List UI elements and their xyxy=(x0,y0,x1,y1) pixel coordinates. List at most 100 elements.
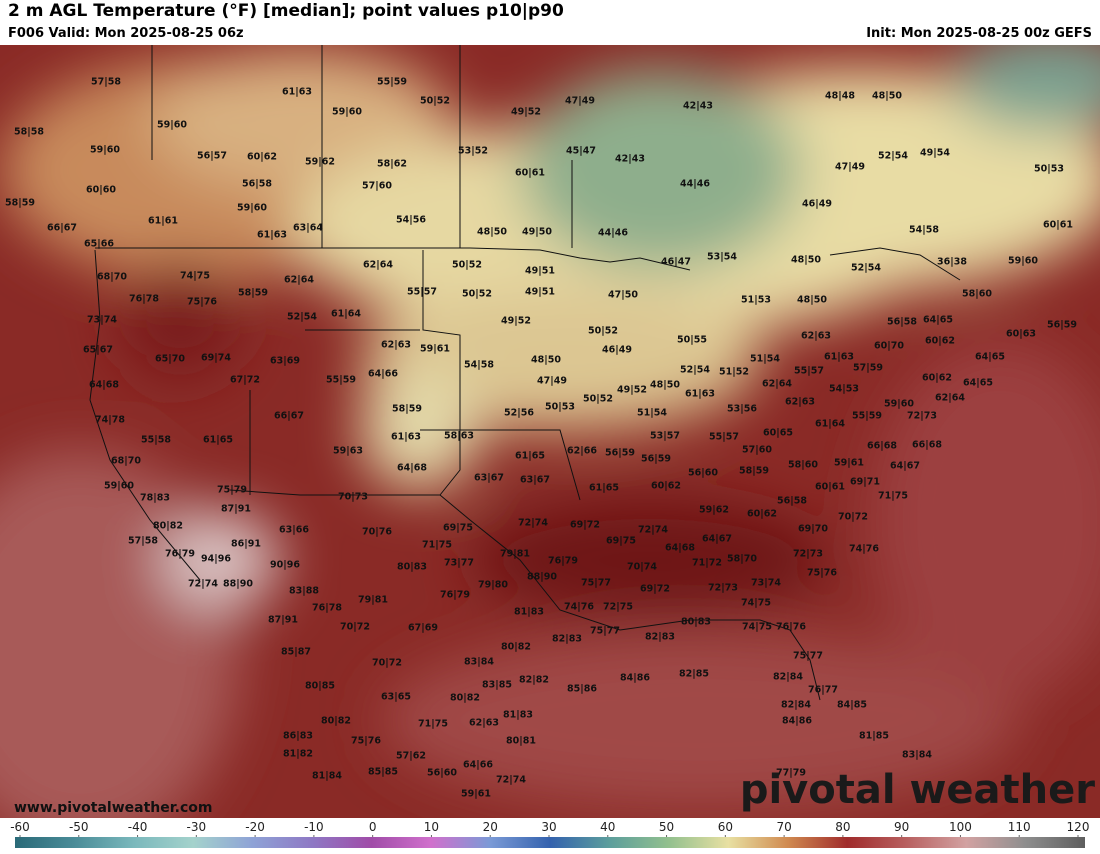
point-value: 62|63 xyxy=(785,397,815,408)
point-value: 54|53 xyxy=(829,384,859,395)
point-value: 46|49 xyxy=(802,199,832,210)
point-value: 61|63 xyxy=(824,352,854,363)
point-value: 64|68 xyxy=(89,380,119,391)
point-value: 64|68 xyxy=(397,463,427,474)
point-value: 58|60 xyxy=(962,289,992,300)
point-value: 64|68 xyxy=(665,543,695,554)
point-value: 55|57 xyxy=(407,287,437,298)
point-value: 81|85 xyxy=(859,731,889,742)
point-value: 84|86 xyxy=(782,716,812,727)
point-value: 75|77 xyxy=(581,578,611,589)
point-value: 62|63 xyxy=(381,340,411,351)
point-value: 60|62 xyxy=(922,373,952,384)
colorbar-tick-label: 100 xyxy=(949,820,972,834)
point-value: 73|77 xyxy=(444,558,474,569)
point-value: 72|75 xyxy=(603,602,633,613)
point-value: 79|80 xyxy=(478,580,508,591)
point-value: 66|67 xyxy=(47,223,77,234)
point-value: 51|52 xyxy=(719,367,749,378)
point-value: 56|59 xyxy=(641,454,671,465)
point-value: 56|59 xyxy=(605,448,635,459)
point-value: 42|43 xyxy=(683,101,713,112)
point-value: 79|81 xyxy=(358,595,388,606)
point-value: 61|63 xyxy=(282,87,312,98)
point-value: 63|67 xyxy=(474,473,504,484)
point-value: 82|84 xyxy=(781,700,811,711)
point-value: 55|57 xyxy=(709,432,739,443)
point-value: 76|76 xyxy=(776,622,806,633)
point-value: 53|57 xyxy=(650,431,680,442)
point-value: 60|62 xyxy=(247,152,277,163)
point-value: 74|75 xyxy=(180,271,210,282)
point-value: 48|50 xyxy=(791,255,821,266)
point-value: 59|61 xyxy=(461,789,491,800)
point-value: 59|60 xyxy=(1008,256,1038,267)
point-value: 62|64 xyxy=(762,379,792,390)
colorbar-tick-label: -40 xyxy=(128,820,148,834)
init-time: Init: Mon 2025-08-25 00z GEFS xyxy=(866,26,1092,41)
point-value: 50|52 xyxy=(420,96,450,107)
point-value: 49|54 xyxy=(920,148,950,159)
point-value: 58|63 xyxy=(444,431,474,442)
point-value: 63|66 xyxy=(279,525,309,536)
point-value: 61|63 xyxy=(391,432,421,443)
point-value: 58|59 xyxy=(392,404,422,415)
point-value: 59|60 xyxy=(332,107,362,118)
point-value: 80|83 xyxy=(681,617,711,628)
point-value: 55|57 xyxy=(794,366,824,377)
point-value: 61|63 xyxy=(257,230,287,241)
point-value: 70|72 xyxy=(372,658,402,669)
point-value: 57|58 xyxy=(91,77,121,88)
point-value: 55|58 xyxy=(141,435,171,446)
point-value: 60|62 xyxy=(747,509,777,520)
point-value: 75|76 xyxy=(351,736,381,747)
map-background xyxy=(0,30,1100,850)
point-value: 53|54 xyxy=(707,252,737,263)
point-value: 82|83 xyxy=(552,634,582,645)
point-value: 80|81 xyxy=(506,736,536,747)
point-value: 59|62 xyxy=(699,505,729,516)
point-value: 67|69 xyxy=(408,623,438,634)
point-value: 71|75 xyxy=(878,491,908,502)
point-value: 36|38 xyxy=(937,257,967,268)
point-value: 64|67 xyxy=(702,534,732,545)
point-value: 69|71 xyxy=(850,477,880,488)
point-value: 68|70 xyxy=(97,272,127,283)
colorbar-tick-label: 90 xyxy=(894,820,909,834)
point-value: 58|59 xyxy=(739,466,769,477)
point-value: 65|67 xyxy=(83,345,113,356)
point-value: 87|91 xyxy=(268,615,298,626)
colorbar-tick-label: 30 xyxy=(541,820,556,834)
point-value: 74|75 xyxy=(742,622,772,633)
point-value: 58|60 xyxy=(788,460,818,471)
point-value: 82|85 xyxy=(679,669,709,680)
point-value: 60|61 xyxy=(1043,220,1073,231)
point-value: 52|54 xyxy=(287,312,317,323)
point-value: 62|64 xyxy=(284,275,314,286)
header-bar xyxy=(0,0,1100,45)
point-value: 50|52 xyxy=(452,260,482,271)
point-value: 44|46 xyxy=(598,228,628,239)
point-value: 59|60 xyxy=(884,399,914,410)
point-value: 80|83 xyxy=(397,562,427,573)
point-value: 78|83 xyxy=(140,493,170,504)
point-value: 58|62 xyxy=(377,159,407,170)
point-value: 48|50 xyxy=(531,355,561,366)
point-value: 81|83 xyxy=(514,607,544,618)
point-value: 65|66 xyxy=(84,239,114,250)
colorbar-tick-label: 80 xyxy=(835,820,850,834)
title: 2 m AGL Temperature (°F) [median]; point… xyxy=(8,1,564,21)
colorbar xyxy=(15,837,1085,848)
point-value: 59|63 xyxy=(333,446,363,457)
point-value: 85|87 xyxy=(281,647,311,658)
point-value: 67|72 xyxy=(230,375,260,386)
point-value: 58|59 xyxy=(5,198,35,209)
point-value: 71|72 xyxy=(692,558,722,569)
point-value: 61|64 xyxy=(331,309,361,320)
point-value: 82|84 xyxy=(773,672,803,683)
point-value: 63|65 xyxy=(381,692,411,703)
point-value: 49|51 xyxy=(525,287,555,298)
point-value: 46|47 xyxy=(661,257,691,268)
point-value: 58|58 xyxy=(14,127,44,138)
